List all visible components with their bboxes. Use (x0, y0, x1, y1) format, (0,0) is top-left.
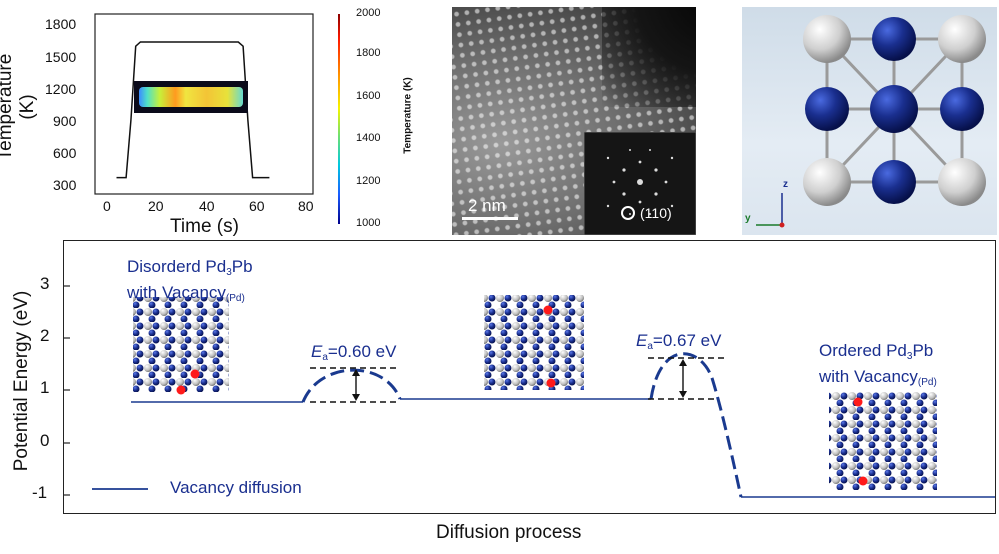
cluster-disordered (133, 297, 229, 395)
panel-a-axes (94, 13, 340, 224)
panel-a-ytick: 900 (53, 113, 77, 129)
axis-triad (756, 193, 785, 228)
pb-atom (938, 15, 986, 63)
colorbar-tick: 1800 (356, 47, 381, 59)
pd-atom (805, 87, 849, 131)
barrier-curves (301, 352, 743, 498)
panel-a-xtick: 0 (103, 198, 111, 214)
scale-bar (462, 217, 518, 220)
temperature-curve (116, 41, 270, 179)
fft-label: (110) (640, 205, 672, 221)
pb-atom (803, 15, 851, 63)
left-state-title: Disorderd Pd3Pb with Vacancy(Pd) (127, 257, 253, 304)
crystal-structure (756, 15, 986, 228)
pd-atom (872, 160, 916, 204)
panel-a-xtick: 20 (148, 198, 164, 214)
pd-atom (940, 87, 984, 131)
energy-ytick: 1 (40, 378, 50, 397)
colorbar (338, 14, 340, 224)
cluster-ordered (829, 392, 937, 490)
energy-xlabel: Diffusion process (436, 522, 582, 543)
panel-a-ytick: 600 (53, 145, 77, 161)
pd-atom (870, 85, 918, 133)
cluster-saddle (484, 295, 584, 390)
panel-a-ytick: 1800 (45, 16, 77, 32)
legend-label: Vacancy diffusion (170, 478, 302, 497)
panel-a-ytick: 1500 (45, 49, 77, 65)
fft-inset (584, 132, 696, 235)
energy-ytick: 0 (40, 431, 50, 450)
barrier-1-label: Ea=0.60 eV (311, 342, 397, 363)
panel-a-ytick: 1200 (45, 81, 77, 97)
colorbar-tick: 2000 (356, 7, 381, 19)
vacancy-diffusion-profile (131, 398, 995, 498)
energy-ytick: 3 (40, 274, 50, 293)
pb-atom (803, 158, 851, 206)
panel-a-ytick: 300 (53, 177, 77, 193)
colorbar-tick: 1000 (356, 217, 381, 229)
axis-z-label: z (783, 179, 788, 190)
colorbar-tick: 1200 (356, 175, 381, 187)
panel-a-xtick: 60 (249, 198, 265, 214)
barrier-2-label: Ea=0.67 eV (636, 331, 722, 352)
pb-atom (938, 158, 986, 206)
panel-a-xlabel: Time (s) (170, 216, 239, 237)
energy-ytick: -1 (32, 483, 48, 502)
scale-bar-label: 2 nm (468, 196, 506, 215)
pd-atom (872, 17, 916, 61)
energy-diagram-frame (63, 240, 996, 514)
fft-circle-marker (621, 206, 635, 220)
panel-a-xtick: 40 (199, 198, 215, 214)
colorbar-tick: 1600 (356, 90, 381, 102)
right-state-title: Ordered Pd3Pb with Vacancy(Pd) (819, 341, 937, 388)
axis-y-label: y (745, 213, 751, 224)
thermal-image-hotspot (139, 87, 243, 107)
vacuum-region (602, 7, 696, 107)
energy-ytick: 2 (40, 326, 50, 345)
colorbar-tick: 1400 (356, 132, 381, 144)
panel-a-xtick: 80 (298, 198, 314, 214)
